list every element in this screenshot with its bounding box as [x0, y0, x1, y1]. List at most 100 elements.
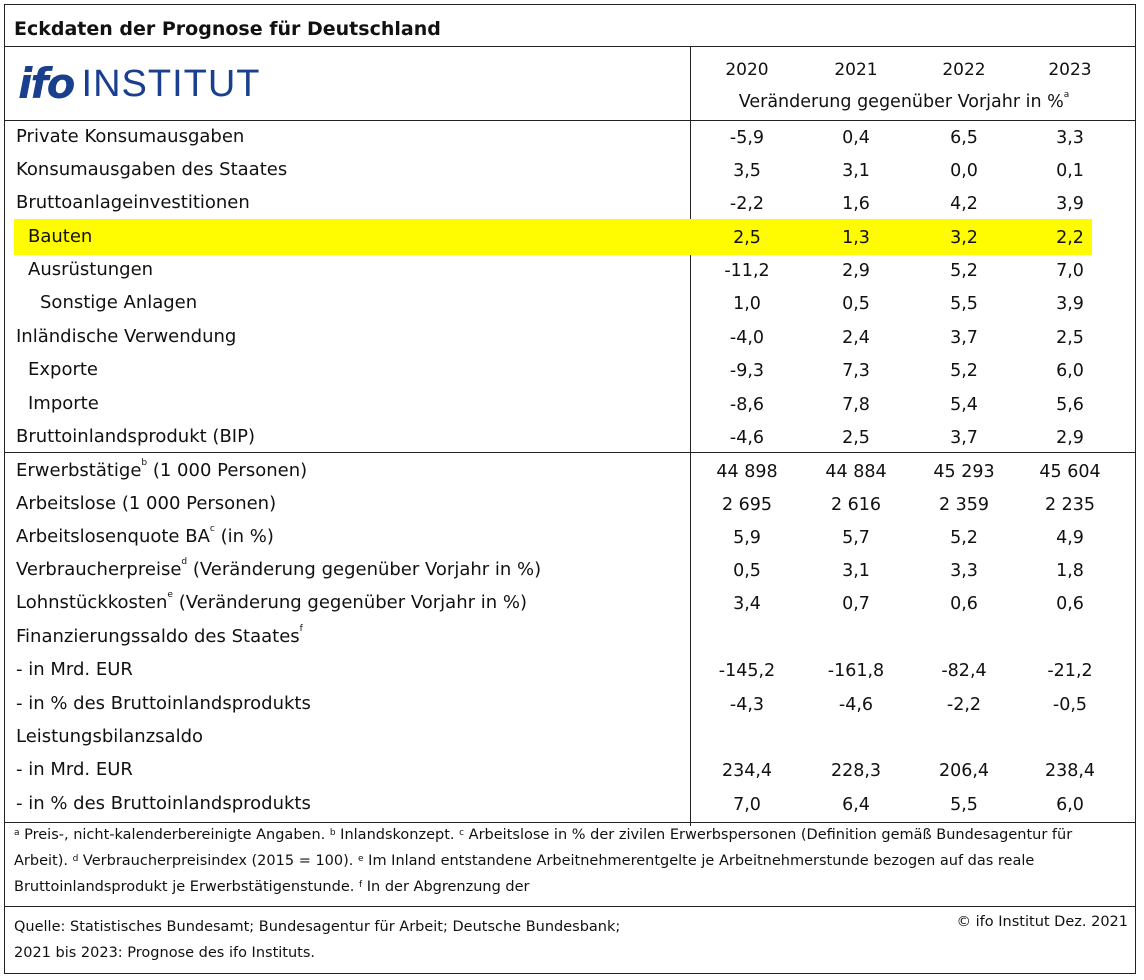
row-label-suffix: (in %)	[214, 526, 274, 547]
table-cell: -82,4	[941, 661, 987, 681]
row-label-text: Finanzierungssaldo des Staates	[16, 626, 300, 647]
table-cell: 45 604	[1039, 462, 1101, 482]
column-subheader: Veränderung gegenüber Vorjahr in %a	[700, 90, 1108, 112]
table-row: Exporte -9,3 7,3 5,2 6,0	[0, 354, 1144, 387]
table-row: Importe -8,6 7,8 5,4 5,6	[0, 388, 1144, 421]
row-label-text: - in % des Bruttoinlandsprodukts	[16, 793, 311, 814]
table-cell: 3,3	[1056, 128, 1084, 148]
table-row: Finanzierungssaldo des Staatesf	[0, 621, 1144, 654]
row-label-suffix: (1 000 Personen)	[147, 460, 308, 481]
table-cell: -11,2	[724, 261, 770, 281]
table-cell: 0,6	[950, 594, 978, 614]
subheader-text: Veränderung gegenüber Vorjahr in %	[738, 92, 1064, 112]
row-label: Exporte	[28, 359, 98, 380]
footnote-marker: b	[141, 458, 148, 468]
table-row: - in % des Bruttoinlandsprodukts -4,3 -4,6…	[0, 688, 1144, 721]
table-cell: -145,2	[718, 661, 776, 681]
row-label-text: Konsumausgaben des Staates	[16, 159, 288, 180]
row-label-text: Bruttoinlandsprodukt (BIP)	[16, 426, 255, 447]
footnote-marker: a	[14, 828, 20, 838]
table-cell: 2,2	[1056, 228, 1084, 248]
footnote-text: Inlandskonzept.	[335, 827, 460, 843]
footnote-text: Im Inland entstandene Arbeitnehmerentgel…	[14, 853, 1035, 895]
footnote-marker: a	[1063, 90, 1070, 100]
table-cell: 1,6	[842, 194, 870, 214]
row-label: Bruttoinlandsprodukt (BIP)	[16, 426, 255, 447]
table-cell: -4,6	[838, 695, 874, 715]
row-label: Importe	[28, 393, 99, 414]
footnote-marker: c	[459, 828, 465, 838]
row-label-text: Ausrüstungen	[28, 259, 154, 280]
row-label-text: Private Konsumausgaben	[16, 126, 245, 147]
row-label: - in Mrd. EUR	[16, 659, 133, 680]
table-cell: 2,5	[1056, 328, 1084, 348]
table-cell: -8,6	[729, 395, 765, 415]
table-cell: 3,3	[950, 561, 978, 581]
table-cell: 2 359	[938, 495, 990, 515]
table-cell: -9,3	[729, 361, 765, 381]
table-cell: 238,4	[1044, 761, 1096, 781]
row-label-text: Arbeitslosenquote BA	[16, 526, 210, 547]
row-label-text: Leistungsbilanzsaldo	[16, 726, 204, 747]
row-label-text: - in Mrd. EUR	[16, 659, 133, 680]
table-cell: 6,0	[1056, 795, 1084, 815]
table-cell: -2,2	[946, 695, 982, 715]
ifo-logo: ifo INSTITUT	[18, 59, 261, 108]
table-cell: -0,5	[1052, 695, 1088, 715]
table-cell: 3,9	[1056, 194, 1084, 214]
row-label: Inländische Verwendung	[16, 326, 236, 347]
table-cell: 2 616	[830, 495, 882, 515]
row-label: Ausrüstungen	[28, 259, 153, 280]
footnote-text: In der Abgrenzung der	[362, 879, 530, 895]
table-cell: 0,4	[842, 128, 870, 148]
table-cell: 3,2	[950, 228, 978, 248]
row-label-text: Bauten	[28, 226, 93, 247]
table-cell: 5,7	[842, 528, 870, 548]
row-label: Lohnstückkostene (Veränderung gegenüber …	[16, 590, 527, 613]
table-cell: 2,5	[733, 228, 761, 248]
table-cell: 45 293	[933, 462, 995, 482]
source-line: 2021 bis 2023: Prognose des ifo Institut…	[14, 945, 316, 961]
table-cell: 2 235	[1044, 495, 1096, 515]
table-cell: 206,4	[938, 761, 990, 781]
table-cell: 0,0	[950, 161, 978, 181]
row-label-text: Erwerbstätige	[16, 460, 142, 481]
row-label: Konsumausgaben des Staates	[16, 159, 287, 180]
divider	[4, 46, 1136, 47]
row-label: Leistungsbilanzsaldo	[16, 726, 203, 747]
table-cell: 0,5	[842, 294, 870, 314]
table-row: Bruttoinlandsprodukt (BIP) -4,6 2,5 3,7 2,9	[0, 421, 1144, 454]
table-cell: 234,4	[721, 761, 773, 781]
footnote-marker: f	[358, 880, 363, 890]
table-cell: 5,4	[950, 395, 978, 415]
row-label: Finanzierungssaldo des Staatesf	[16, 624, 303, 647]
row-label: - in Mrd. EUR	[16, 759, 133, 780]
table-cell: 3,4	[733, 594, 761, 614]
footnote-text: Preis-, nicht-kalenderbereinigte Angaben…	[19, 827, 330, 843]
table-cell: 2,9	[1056, 428, 1084, 448]
footnote-marker: c	[209, 524, 215, 534]
footnote-marker: e	[358, 854, 364, 864]
table-cell: 0,6	[1056, 594, 1084, 614]
footnotes: a Preis-, nicht-kalenderbereinigte Angab…	[14, 822, 1124, 900]
table-row: Lohnstückkostene (Veränderung gegenüber …	[0, 587, 1144, 620]
row-label-text: Bruttoanlageinvestitionen	[16, 192, 250, 213]
table-cell: 5,2	[950, 261, 978, 281]
table-cell: 5,9	[733, 528, 761, 548]
table-cell: 7,0	[1056, 261, 1084, 281]
row-label: Verbraucherpreised (Veränderung gegenübe…	[16, 557, 541, 580]
logo-ifo: ifo	[18, 59, 76, 108]
table-row: Erwerbstätigeb (1 000 Personen) 44 898 44 …	[0, 455, 1144, 488]
table-cell: 3,7	[950, 428, 978, 448]
table-cell: 2,5	[842, 428, 870, 448]
table-row: - in Mrd. EUR 234,4 228,3 206,4 238,4	[0, 754, 1144, 787]
table-cell: 6,0	[1056, 361, 1084, 381]
table-cell: 3,1	[842, 161, 870, 181]
row-label: Bruttoanlageinvestitionen	[16, 192, 250, 213]
source-line: Quelle: Statistisches Bundesamt; Bundesa…	[14, 919, 621, 935]
footnote-marker: b	[329, 828, 336, 838]
table-cell: 6,4	[842, 795, 870, 815]
table-cell: 44 898	[716, 462, 778, 482]
footnote-marker: e	[167, 590, 173, 600]
table-row: Arbeitslosenquote BAc (in %) 5,9 5,7 5,2 4,9	[0, 521, 1144, 554]
